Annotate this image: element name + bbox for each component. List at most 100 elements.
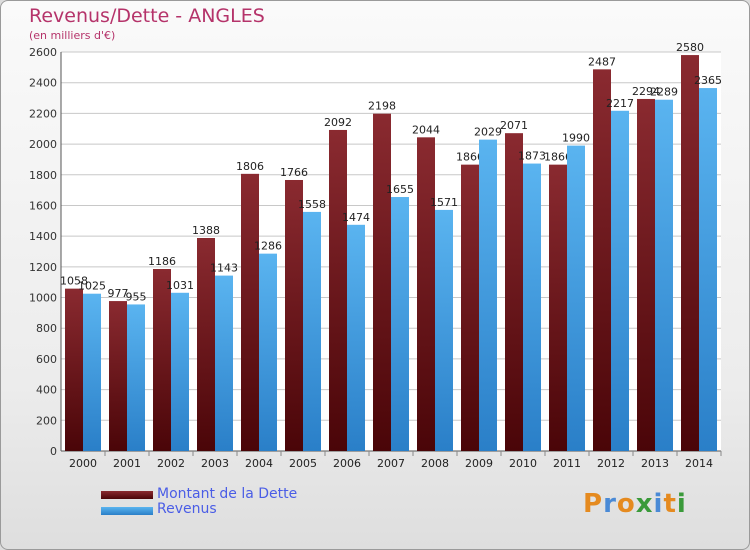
y-tick-label: 2000 bbox=[29, 138, 57, 151]
chart-subtitle: (en milliers d'€) bbox=[29, 29, 116, 42]
logo-letter: o bbox=[616, 489, 636, 519]
y-tick-label: 1200 bbox=[29, 261, 57, 274]
bar-dette bbox=[109, 301, 127, 451]
data-label: 1866 bbox=[544, 151, 572, 164]
bar-dette bbox=[65, 288, 83, 451]
data-label: 1474 bbox=[342, 211, 370, 224]
x-tick-label: 2002 bbox=[157, 457, 185, 470]
data-label: 1990 bbox=[562, 132, 590, 145]
legend-label-revenus: Revenus bbox=[157, 501, 217, 517]
bar-revenus bbox=[655, 99, 673, 452]
data-label: 2580 bbox=[676, 41, 704, 54]
bar-revenus bbox=[171, 292, 189, 451]
bar-revenus bbox=[567, 145, 585, 451]
y-tick-label: 2600 bbox=[29, 46, 57, 59]
data-label: 1186 bbox=[148, 255, 176, 268]
x-tick-label: 2001 bbox=[113, 457, 141, 470]
logo-letter: i bbox=[676, 489, 687, 519]
data-label: 1806 bbox=[236, 160, 264, 173]
data-label: 1025 bbox=[78, 280, 106, 293]
legend-label-dette: Montant de la Dette bbox=[157, 486, 298, 502]
data-label: 1058 bbox=[60, 275, 88, 288]
data-label: 2071 bbox=[500, 119, 528, 132]
x-tick-label: 2012 bbox=[597, 457, 625, 470]
logo-letter: x bbox=[635, 489, 654, 519]
y-tick-label: 2400 bbox=[29, 77, 57, 90]
bar-dette bbox=[461, 164, 479, 452]
y-tick-label: 1800 bbox=[29, 169, 57, 182]
bar-dette bbox=[681, 55, 699, 452]
x-tick-label: 2014 bbox=[685, 457, 713, 470]
bar-revenus bbox=[259, 253, 277, 451]
bar-revenus bbox=[215, 275, 233, 451]
bar-dette bbox=[197, 237, 215, 451]
data-label: 1286 bbox=[254, 240, 282, 253]
data-label: 1388 bbox=[192, 224, 220, 237]
data-label: 2365 bbox=[694, 74, 722, 87]
y-tick-label: 1400 bbox=[29, 230, 57, 243]
x-tick-label: 2009 bbox=[465, 457, 493, 470]
data-label: 2289 bbox=[650, 86, 678, 99]
data-label: 2198 bbox=[368, 100, 396, 113]
x-tick-label: 2013 bbox=[641, 457, 669, 470]
data-label: 1873 bbox=[518, 150, 546, 163]
data-label: 1571 bbox=[430, 196, 458, 209]
bar-dette bbox=[153, 268, 171, 451]
bar-dette bbox=[417, 137, 435, 451]
logo-letter: P bbox=[583, 489, 604, 519]
data-label: 1143 bbox=[210, 262, 238, 275]
data-label: 2487 bbox=[588, 55, 616, 68]
data-label: 1655 bbox=[386, 183, 414, 196]
y-tick-label: 2200 bbox=[29, 107, 57, 120]
y-tick-label: 1600 bbox=[29, 199, 57, 212]
x-tick-label: 2000 bbox=[69, 457, 97, 470]
bar-revenus bbox=[699, 88, 717, 451]
data-label: 955 bbox=[126, 290, 147, 303]
logo-letter: t bbox=[663, 489, 677, 519]
x-tick-label: 2010 bbox=[509, 457, 537, 470]
x-tick-label: 2011 bbox=[553, 457, 581, 470]
bar-revenus bbox=[303, 211, 321, 451]
bar-dette bbox=[329, 129, 347, 451]
data-label: 2217 bbox=[606, 97, 634, 110]
bar-revenus bbox=[347, 224, 365, 451]
chart-title: Revenus/Dette - ANGLES bbox=[29, 5, 265, 27]
legend-swatch-revenus bbox=[101, 507, 153, 515]
proxiti-logo: Proxiti bbox=[583, 489, 687, 519]
logo-letter: r bbox=[603, 489, 617, 519]
y-tick-label: 400 bbox=[36, 384, 57, 397]
bar-dette bbox=[637, 98, 655, 451]
x-tick-label: 2005 bbox=[289, 457, 317, 470]
data-label: 1558 bbox=[298, 198, 326, 211]
data-label: 2044 bbox=[412, 123, 440, 136]
bar-dette bbox=[373, 113, 391, 452]
data-label: 1766 bbox=[280, 166, 308, 179]
logo-letter: i bbox=[653, 489, 664, 519]
x-tick-label: 2004 bbox=[245, 457, 273, 470]
y-tick-label: 600 bbox=[36, 353, 57, 366]
bar-revenus bbox=[83, 293, 101, 451]
y-tick-label: 200 bbox=[36, 414, 57, 427]
bar-dette bbox=[593, 69, 611, 451]
bar-revenus bbox=[435, 209, 453, 451]
bar-revenus bbox=[479, 139, 497, 452]
x-tick-label: 2007 bbox=[377, 457, 405, 470]
data-label: 977 bbox=[108, 287, 129, 300]
bar-revenus bbox=[611, 110, 629, 452]
bar-revenus bbox=[523, 163, 541, 452]
y-tick-label: 800 bbox=[36, 322, 57, 335]
data-label: 2294 bbox=[632, 85, 660, 98]
bar-revenus bbox=[127, 304, 145, 451]
bar-dette bbox=[241, 173, 259, 452]
data-label: 2029 bbox=[474, 126, 502, 139]
data-label: 1866 bbox=[456, 151, 484, 164]
bar-dette bbox=[285, 179, 303, 451]
x-tick-label: 2003 bbox=[201, 457, 229, 470]
x-tick-label: 2008 bbox=[421, 457, 449, 470]
legend-swatch-dette bbox=[101, 491, 153, 499]
x-tick-label: 2006 bbox=[333, 457, 361, 470]
bar-dette bbox=[505, 133, 523, 451]
data-label: 2092 bbox=[324, 116, 352, 129]
